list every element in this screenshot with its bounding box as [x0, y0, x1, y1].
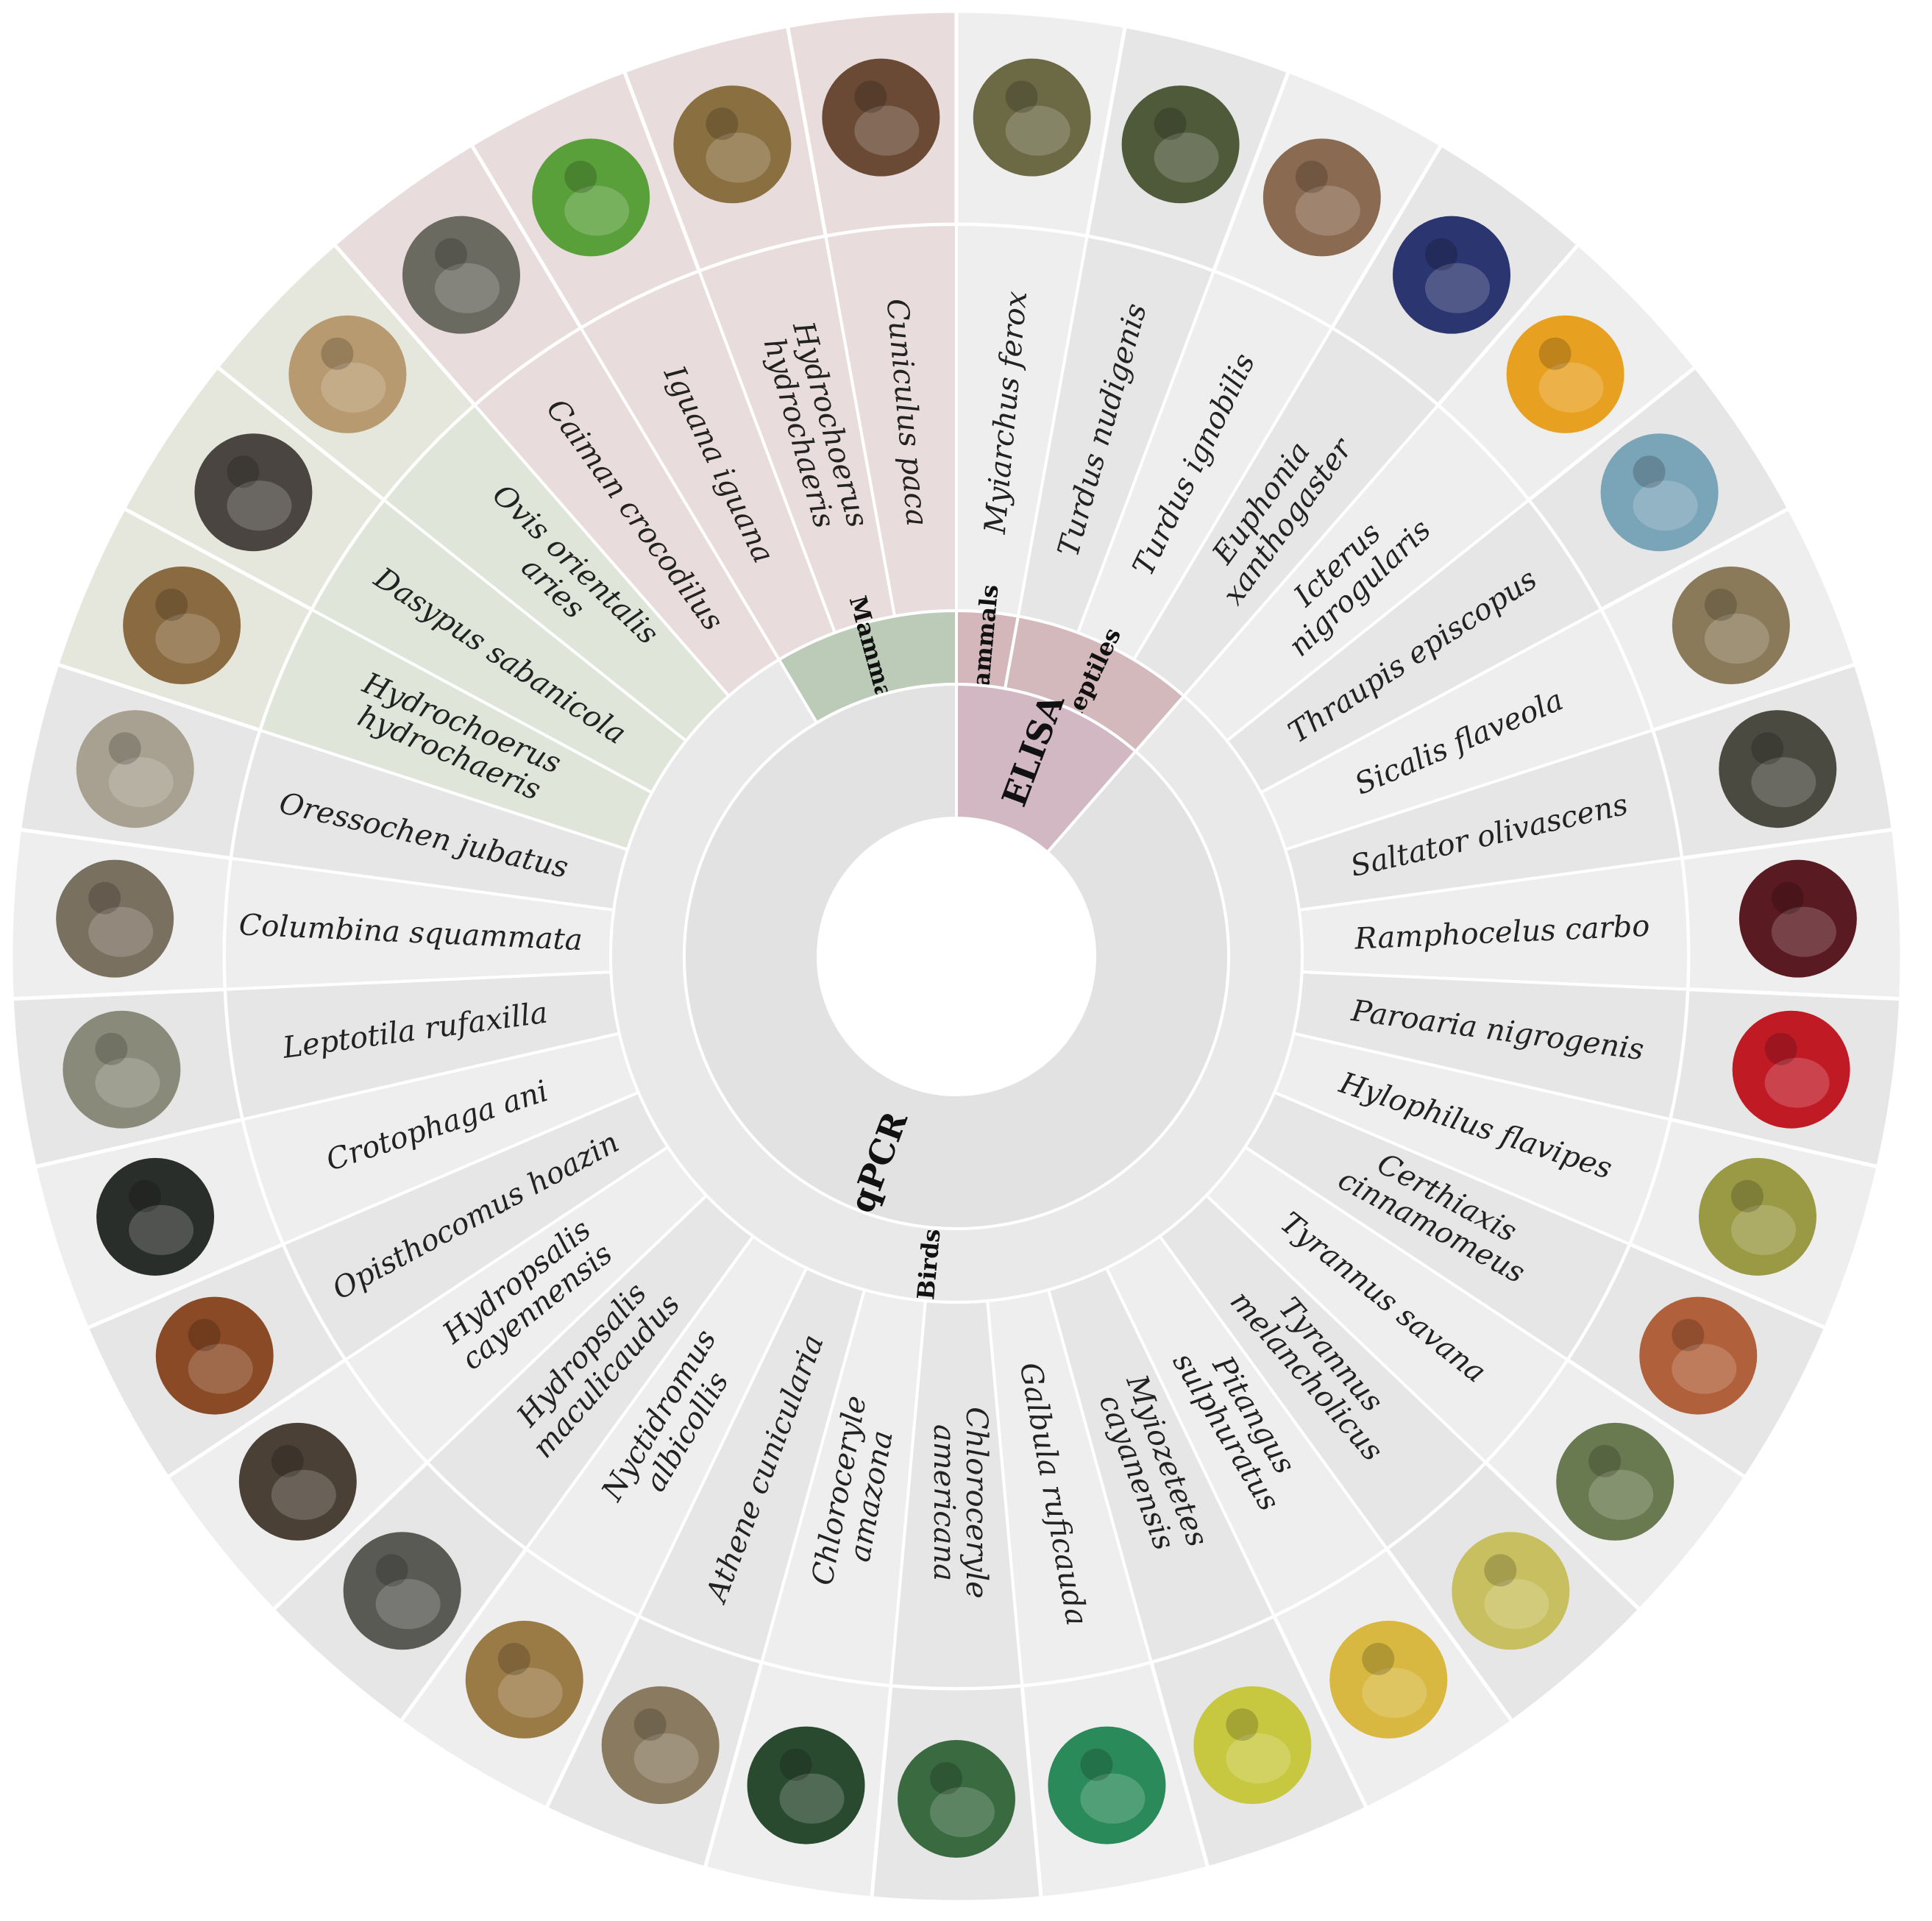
reptile-photo-icon [402, 216, 520, 334]
bird-photo-icon [1506, 315, 1624, 433]
bird-photo-icon [1639, 1296, 1758, 1415]
bird-photo-icon [1556, 1422, 1674, 1541]
bird-photo-icon [1193, 1686, 1312, 1804]
bird-photo-icon [155, 1296, 274, 1415]
bird-photo-icon [898, 1740, 1015, 1858]
bird-photo-icon [63, 1010, 181, 1129]
bird-photo-icon [1329, 1620, 1448, 1739]
bird-photo-icon [238, 1422, 357, 1541]
bird-photo-icon [1698, 1157, 1816, 1276]
group-label: Birds [912, 1228, 945, 1301]
bird-photo-icon [465, 1620, 583, 1739]
mammal-photo-icon [673, 85, 792, 204]
center-hole [818, 818, 1095, 1095]
bird-photo-icon [1048, 1726, 1166, 1844]
mammal-photo-icon [123, 566, 241, 684]
bird-photo-icon [1719, 710, 1837, 828]
mammal-photo-icon [194, 433, 313, 552]
reptile-photo-icon [532, 138, 650, 257]
bird-photo-icon [343, 1532, 461, 1650]
mammal-photo-icon [288, 315, 407, 433]
bird-photo-icon [601, 1686, 720, 1804]
bird-photo-icon [1452, 1532, 1570, 1650]
mammal-photo-icon [822, 58, 940, 177]
bird-photo-icon [1672, 566, 1790, 684]
bird-photo-icon [1121, 85, 1240, 204]
bird-photo-icon [1262, 138, 1381, 257]
bird-photo-icon [1393, 216, 1511, 334]
bird-photo-icon [973, 58, 1091, 177]
bird-photo-icon [747, 1726, 865, 1844]
bird-photo-icon [56, 859, 174, 978]
bird-photo-icon [96, 1157, 215, 1276]
outer-photo-ring [9, 9, 1904, 1904]
bird-photo-icon [76, 710, 194, 828]
bird-photo-icon [1732, 1010, 1850, 1129]
bird-photo-icon [1739, 859, 1857, 978]
bird-photo-icon [1600, 433, 1719, 552]
species-name: Chloroceryleamericana [927, 1407, 993, 1599]
